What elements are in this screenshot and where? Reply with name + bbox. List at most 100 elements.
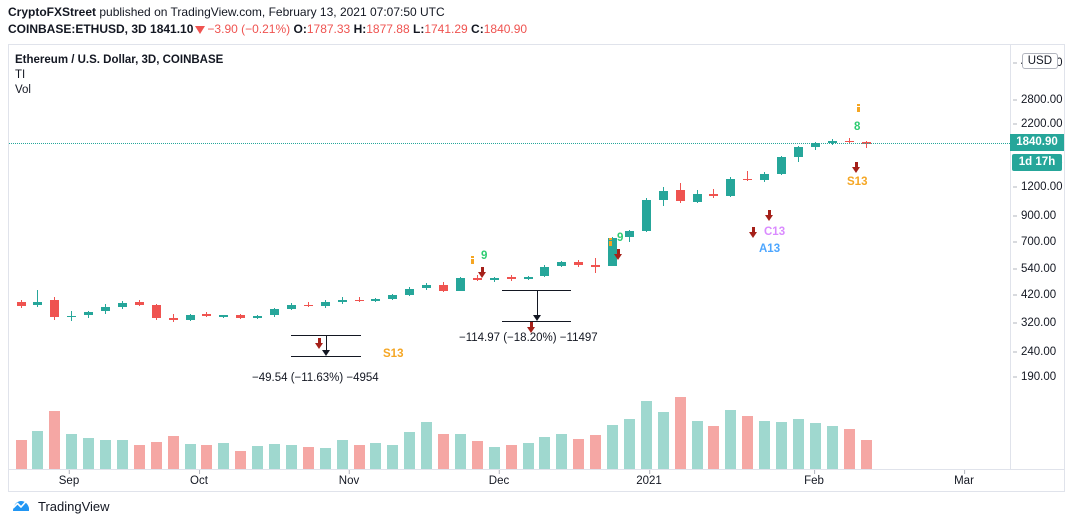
publisher-line: CryptoFXStreet published on TradingView.… bbox=[8, 5, 1073, 20]
time-tick: Dec bbox=[489, 470, 509, 492]
candle-body bbox=[117, 303, 127, 308]
volume-bar bbox=[539, 436, 551, 469]
chart-container[interactable]: Ethereum / U.S. Dollar, 3D, COINBASE TI … bbox=[8, 44, 1065, 492]
candle-wick bbox=[865, 140, 867, 149]
volume-bar bbox=[623, 419, 635, 469]
legend-indicator-ti[interactable]: TI bbox=[15, 69, 26, 81]
candle-body bbox=[422, 285, 432, 289]
candle-body bbox=[743, 178, 753, 181]
candle-body bbox=[219, 315, 229, 317]
time-tick: Mar bbox=[954, 470, 974, 492]
volume-bar bbox=[691, 421, 703, 469]
candle-body bbox=[608, 237, 617, 266]
triangle-down-icon bbox=[195, 26, 206, 34]
candle-body bbox=[33, 301, 43, 306]
candle-body bbox=[557, 262, 567, 267]
volume-bar bbox=[32, 430, 44, 469]
candle-body bbox=[202, 313, 212, 317]
publication-header: CryptoFXStreet published on TradingView.… bbox=[0, 0, 1073, 37]
volume-bar bbox=[252, 446, 264, 469]
bar-countdown-badge: 1d 17h bbox=[1012, 153, 1062, 171]
sell-signal-arrow-icon bbox=[765, 210, 774, 221]
volume-bar bbox=[387, 444, 399, 469]
candle-body bbox=[844, 140, 854, 143]
time-axis[interactable]: Sep Oct Nov Dec 2021 Feb Mar bbox=[9, 469, 1064, 491]
candle-body bbox=[793, 147, 803, 158]
signal-label-9-first: 9 bbox=[481, 250, 488, 262]
volume-bar bbox=[235, 450, 247, 469]
candle-wick bbox=[37, 290, 39, 307]
volume-bar bbox=[49, 410, 61, 469]
volume-bar bbox=[708, 426, 720, 469]
sell-signal-arrow-icon bbox=[315, 338, 324, 349]
tradingview-footer[interactable]: TradingView bbox=[10, 498, 110, 514]
candle-body bbox=[168, 317, 178, 321]
legend-indicator-vol[interactable]: Vol bbox=[15, 84, 31, 96]
sell-signal-arrow-icon bbox=[527, 322, 536, 333]
sell-signal-arrow-icon bbox=[614, 249, 623, 260]
candle-body bbox=[455, 278, 465, 291]
candle-body bbox=[134, 302, 144, 305]
volume-bar bbox=[674, 397, 686, 469]
candle-body bbox=[692, 193, 702, 202]
close-value: 1840.90 bbox=[483, 22, 528, 36]
candle-body bbox=[253, 316, 263, 318]
volume-bar bbox=[116, 439, 128, 469]
volume-bar bbox=[302, 446, 314, 469]
volume-bar bbox=[522, 443, 534, 469]
candle-body bbox=[709, 193, 719, 196]
open-value: 1787.33 bbox=[306, 22, 351, 36]
volume-bar bbox=[590, 435, 602, 469]
volume-bar bbox=[556, 434, 568, 469]
candle-body bbox=[303, 304, 313, 307]
quote-line: COINBASE:ETHUSD, 3D 1841.10 −3.90 (−0.21%… bbox=[8, 22, 1073, 37]
candle-body bbox=[827, 140, 837, 143]
volume-bar bbox=[809, 423, 821, 469]
volume-bar bbox=[860, 439, 872, 469]
last-price: 1841.10 bbox=[150, 22, 194, 36]
candle-wick bbox=[341, 296, 343, 304]
candle-body bbox=[354, 299, 364, 302]
signal-label-a13: A13 bbox=[759, 243, 781, 255]
price-plot-area[interactable]: S13 9 9 A13 C13 8 S13 −49.54 (−11.63%) −4954 −11… bbox=[9, 45, 1010, 469]
volume-bar bbox=[167, 435, 179, 469]
candle-body bbox=[337, 300, 347, 302]
volume-bar bbox=[488, 446, 500, 469]
candle-body bbox=[50, 299, 60, 318]
candle-body bbox=[726, 178, 736, 196]
sell-signal-arrow-icon bbox=[749, 227, 758, 238]
info-dot-icon bbox=[857, 104, 860, 112]
tradingview-brand: TradingView bbox=[38, 498, 110, 514]
candle-wick bbox=[713, 188, 715, 198]
candle-body bbox=[760, 173, 770, 181]
signal-label-8: 8 bbox=[854, 121, 861, 133]
volume-bar bbox=[573, 438, 585, 469]
candle-body bbox=[67, 315, 77, 318]
sell-signal-arrow-icon bbox=[852, 162, 861, 173]
volume-bar bbox=[421, 421, 433, 469]
volume-bar bbox=[759, 420, 771, 469]
volume-bar bbox=[471, 441, 483, 469]
low-label: L: bbox=[412, 22, 425, 36]
candle-body bbox=[439, 284, 448, 291]
price-axis[interactable]: USD 4000.002800.002200.001500.001200.009… bbox=[1010, 45, 1064, 469]
volume-bar bbox=[404, 432, 416, 469]
candle-body bbox=[506, 277, 516, 280]
candle-body bbox=[777, 157, 786, 174]
volume-bar bbox=[438, 434, 449, 469]
time-tick: Sep bbox=[59, 470, 79, 492]
measure-tool-2-label: −114.97 (−18.20%) −11497 bbox=[459, 332, 598, 344]
candle-body bbox=[658, 191, 668, 200]
currency-badge[interactable]: USD bbox=[1021, 53, 1058, 69]
volume-bar bbox=[657, 411, 669, 469]
low-value: 1741.29 bbox=[424, 22, 468, 36]
published-text: published on TradingView.com, February 1… bbox=[99, 5, 445, 19]
candle-body bbox=[675, 190, 685, 202]
measure-tool-1-label: −49.54 (−11.63%) −4954 bbox=[252, 372, 379, 384]
tradingview-logo-icon bbox=[12, 500, 29, 511]
volume-bar bbox=[742, 416, 754, 469]
volume-bar bbox=[454, 433, 466, 469]
time-tick: Feb bbox=[804, 470, 824, 492]
info-dot-icon bbox=[609, 238, 612, 246]
volume-bar bbox=[826, 426, 838, 469]
